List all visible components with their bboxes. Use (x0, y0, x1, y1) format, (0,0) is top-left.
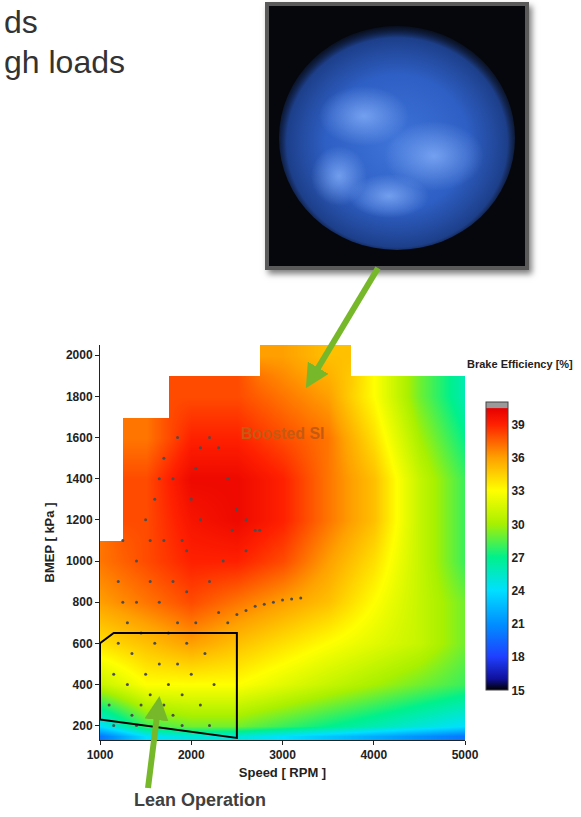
svg-text:18: 18 (511, 650, 525, 664)
svg-text:2000: 2000 (66, 348, 93, 362)
svg-text:2000: 2000 (178, 748, 205, 762)
svg-text:1800: 1800 (66, 390, 93, 404)
svg-text:1000: 1000 (66, 554, 93, 568)
svg-text:36: 36 (511, 451, 525, 465)
svg-text:400: 400 (73, 678, 93, 692)
svg-text:4000: 4000 (360, 748, 387, 762)
svg-text:3000: 3000 (269, 748, 296, 762)
html-text:gh loads: gh loads (4, 44, 125, 80)
svg-text:30: 30 (511, 518, 525, 532)
svg-text:600: 600 (73, 637, 93, 651)
svg-text:1400: 1400 (66, 472, 93, 486)
svg-text:Boosted SI: Boosted SI (241, 425, 325, 442)
svg-text:200: 200 (73, 719, 93, 733)
svg-text:Speed [ RPM ]: Speed [ RPM ] (239, 765, 326, 780)
svg-text:39: 39 (511, 418, 525, 432)
svg-text:1600: 1600 (66, 431, 93, 445)
svg-text:1000: 1000 (87, 748, 114, 762)
svg-text:15: 15 (511, 684, 525, 698)
svg-text:Brake Efficiency [%]: Brake Efficiency [%] (467, 358, 573, 370)
html-text:ds: ds (4, 4, 38, 40)
svg-text:5000: 5000 (452, 748, 479, 762)
svg-text:BMEP [ kPa ]: BMEP [ kPa ] (42, 503, 57, 583)
svg-text:27: 27 (511, 551, 525, 565)
svg-text:33: 33 (511, 484, 525, 498)
svg-text:21: 21 (511, 617, 525, 631)
html-text:Lean Operation: Lean Operation (134, 790, 266, 810)
svg-text:800: 800 (73, 595, 93, 609)
svg-text:24: 24 (511, 584, 525, 598)
svg-text:1200: 1200 (66, 513, 93, 527)
